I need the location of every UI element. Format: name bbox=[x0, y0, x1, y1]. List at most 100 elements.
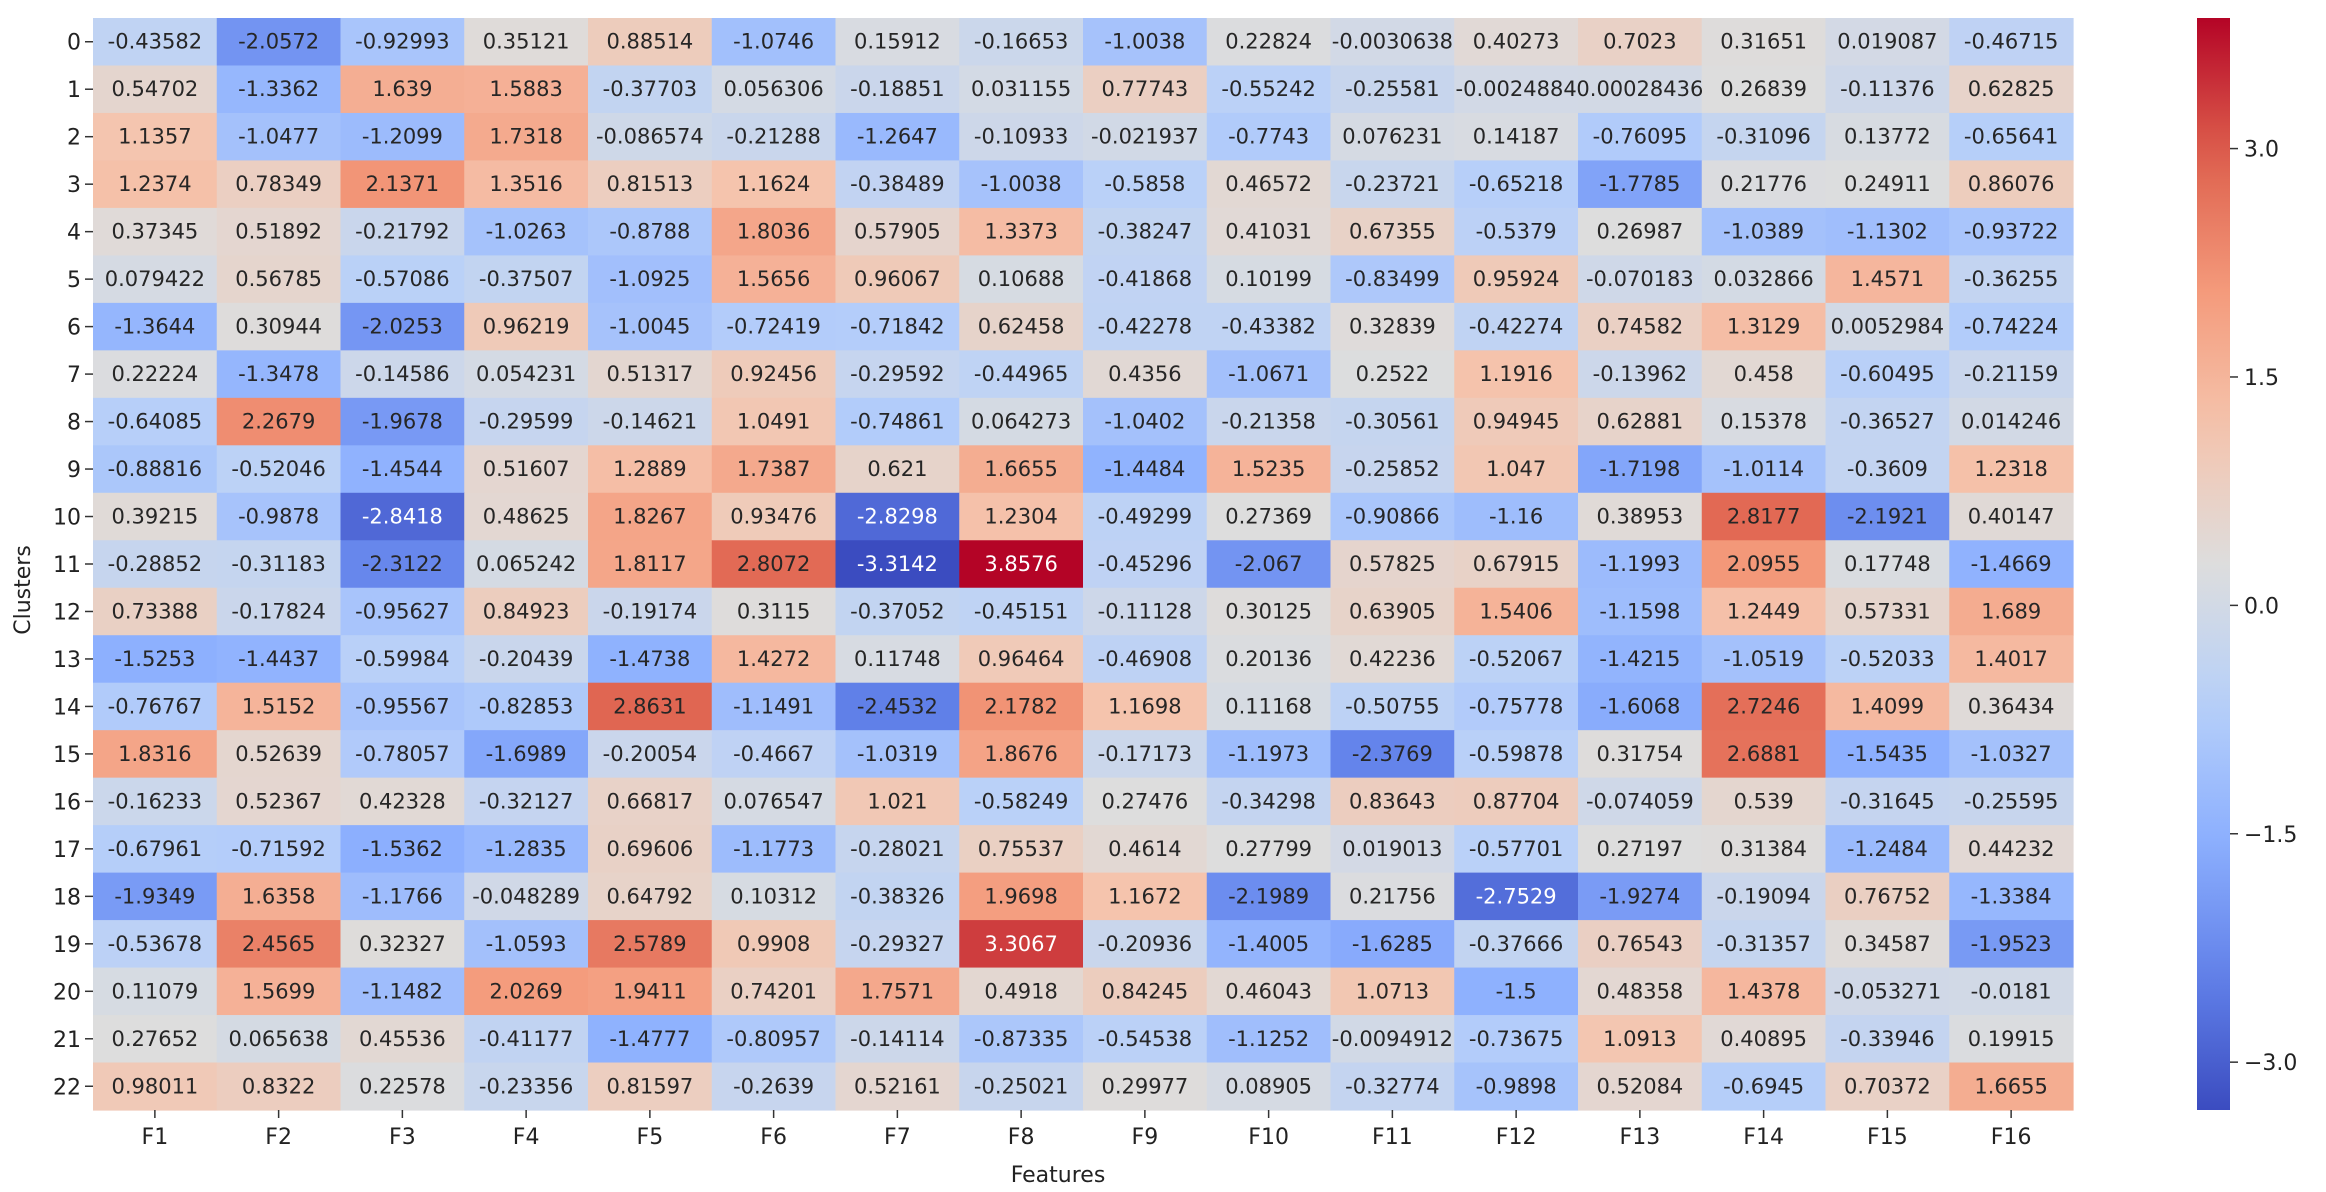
cell-value-label: -0.4667 bbox=[733, 742, 814, 766]
heatmap-cell bbox=[1454, 967, 1579, 1016]
cell-value-label: 0.21756 bbox=[1349, 884, 1436, 908]
cell-value-label: 0.54702 bbox=[111, 77, 198, 101]
heatmap-cell bbox=[464, 112, 589, 162]
cell-value-label: 0.539 bbox=[1734, 789, 1794, 813]
cell-value-label: 1.2889 bbox=[613, 457, 686, 481]
cell-value-label: 0.64792 bbox=[606, 884, 693, 908]
heatmap-cell bbox=[93, 872, 218, 921]
heatmap-cell bbox=[711, 112, 837, 162]
cell-value-label: 0.52084 bbox=[1596, 1074, 1683, 1098]
cell-value-label: -1.0925 bbox=[609, 267, 690, 291]
heatmap-cell bbox=[464, 160, 589, 209]
heatmap-cell bbox=[1825, 540, 1950, 589]
cell-value-label: 1.7318 bbox=[489, 125, 562, 149]
x-tick-label: F9 bbox=[1132, 1125, 1159, 1150]
cell-value-label: -0.13962 bbox=[1593, 362, 1687, 386]
heatmap-cell bbox=[1949, 872, 2074, 921]
cell-value-label: -0.59878 bbox=[1469, 742, 1563, 766]
heatmap-cell bbox=[1701, 1062, 1827, 1111]
cell-value-label: 0.4918 bbox=[984, 979, 1057, 1003]
cell-value-label: -1.5435 bbox=[1847, 742, 1928, 766]
heatmap-cell bbox=[216, 967, 342, 1016]
cell-value-label: -0.086574 bbox=[596, 125, 704, 149]
cell-value-label: -0.37666 bbox=[1469, 932, 1563, 956]
cell-value-label: -0.71842 bbox=[850, 315, 944, 339]
colorbar-tick-label: −3.0 bbox=[2244, 1051, 2297, 1076]
cell-value-label: 0.46043 bbox=[1225, 979, 1312, 1003]
cell-value-label: 0.84245 bbox=[1101, 979, 1188, 1003]
cell-value-label: -0.80957 bbox=[726, 1027, 820, 1051]
cell-value-label: 0.30125 bbox=[1225, 599, 1312, 623]
cell-value-label: 1.3373 bbox=[984, 220, 1057, 244]
cell-value-label: -0.50755 bbox=[1345, 694, 1439, 718]
cell-value-label: -0.070183 bbox=[1586, 267, 1694, 291]
cell-value-label: 0.57825 bbox=[1349, 552, 1436, 576]
y-tick-label: 7 bbox=[67, 363, 81, 388]
heatmap-cell bbox=[711, 777, 837, 826]
cell-value-label: -1.0519 bbox=[1723, 647, 1804, 671]
heatmap-cell bbox=[1083, 920, 1208, 969]
heatmap-cell bbox=[835, 302, 960, 351]
heatmap-cell bbox=[1949, 920, 2074, 969]
cell-value-label: -0.76095 bbox=[1593, 125, 1687, 149]
heatmap-cell bbox=[711, 920, 837, 969]
cell-value-label: -0.16653 bbox=[974, 30, 1068, 54]
heatmap-cell bbox=[1083, 255, 1208, 304]
y-tick-label: 14 bbox=[53, 695, 81, 720]
cell-value-label: 0.27369 bbox=[1225, 505, 1312, 529]
y-tick-label: 5 bbox=[67, 268, 81, 293]
heatmap-cell bbox=[1454, 207, 1579, 256]
cell-value-label: 1.9411 bbox=[613, 979, 686, 1003]
cell-value-label: 0.40273 bbox=[1473, 30, 1560, 54]
cell-value-label: 0.32839 bbox=[1349, 315, 1436, 339]
heatmap-cell bbox=[464, 65, 589, 114]
heatmap-cell bbox=[1330, 730, 1455, 779]
heatmap-cell bbox=[1206, 207, 1332, 256]
heatmap-cell bbox=[1206, 18, 1332, 67]
heatmap-cell bbox=[464, 207, 589, 256]
cell-value-label: -2.1989 bbox=[1228, 884, 1309, 908]
cell-value-label: -0.11376 bbox=[1840, 77, 1934, 101]
cell-value-label: 1.3516 bbox=[489, 172, 562, 196]
cell-value-label: -1.16 bbox=[1489, 505, 1543, 529]
heatmap-cell bbox=[1330, 540, 1455, 589]
cell-value-label: -0.43582 bbox=[108, 30, 202, 54]
cell-value-label: -0.95567 bbox=[355, 694, 449, 718]
heatmap-cell bbox=[464, 682, 589, 731]
cell-value-label: -0.0094912 bbox=[1332, 1027, 1453, 1051]
heatmap-cell bbox=[340, 682, 465, 731]
heatmap-cell bbox=[464, 730, 589, 779]
cell-value-label: -0.54538 bbox=[1098, 1027, 1192, 1051]
cell-value-label: -1.1491 bbox=[733, 694, 814, 718]
cell-value-label: 0.39215 bbox=[111, 505, 198, 529]
cell-value-label: 0.35121 bbox=[483, 30, 570, 54]
heatmap-cell bbox=[1083, 540, 1208, 589]
heatmap-cell bbox=[1454, 18, 1579, 67]
cell-value-label: 0.08905 bbox=[1225, 1074, 1312, 1098]
cell-value-label: 0.87704 bbox=[1473, 789, 1560, 813]
cell-value-label: 0.70372 bbox=[1844, 1074, 1931, 1098]
cell-value-label: -1.6989 bbox=[486, 742, 567, 766]
cell-value-label: -1.0045 bbox=[609, 315, 690, 339]
cell-value-label: -0.33946 bbox=[1840, 1027, 1934, 1051]
heatmap-cell bbox=[464, 540, 589, 589]
heatmap-cell bbox=[93, 682, 218, 731]
cell-value-label: -0.20054 bbox=[603, 742, 697, 766]
cell-value-label: -2.8298 bbox=[857, 505, 938, 529]
cell-value-label: 1.8036 bbox=[737, 220, 810, 244]
heatmap-cell bbox=[1083, 160, 1208, 209]
heatmap-cell bbox=[588, 587, 713, 636]
heatmap-cell bbox=[1330, 1015, 1455, 1064]
heatmap-cell bbox=[959, 350, 1084, 399]
cell-value-label: 0.13772 bbox=[1844, 125, 1931, 149]
heatmap-cell bbox=[711, 730, 837, 779]
heatmap-cell bbox=[1454, 397, 1579, 446]
cell-value-label: 0.065638 bbox=[229, 1027, 329, 1051]
cell-value-label: 0.83643 bbox=[1349, 789, 1436, 813]
heatmap-cell bbox=[1578, 65, 1703, 114]
heatmap-cell bbox=[588, 730, 713, 779]
heatmap-cell bbox=[340, 160, 465, 209]
cell-value-label: -0.10933 bbox=[974, 125, 1068, 149]
cell-value-label: -0.75778 bbox=[1469, 694, 1563, 718]
heatmap-cell bbox=[1825, 635, 1950, 684]
